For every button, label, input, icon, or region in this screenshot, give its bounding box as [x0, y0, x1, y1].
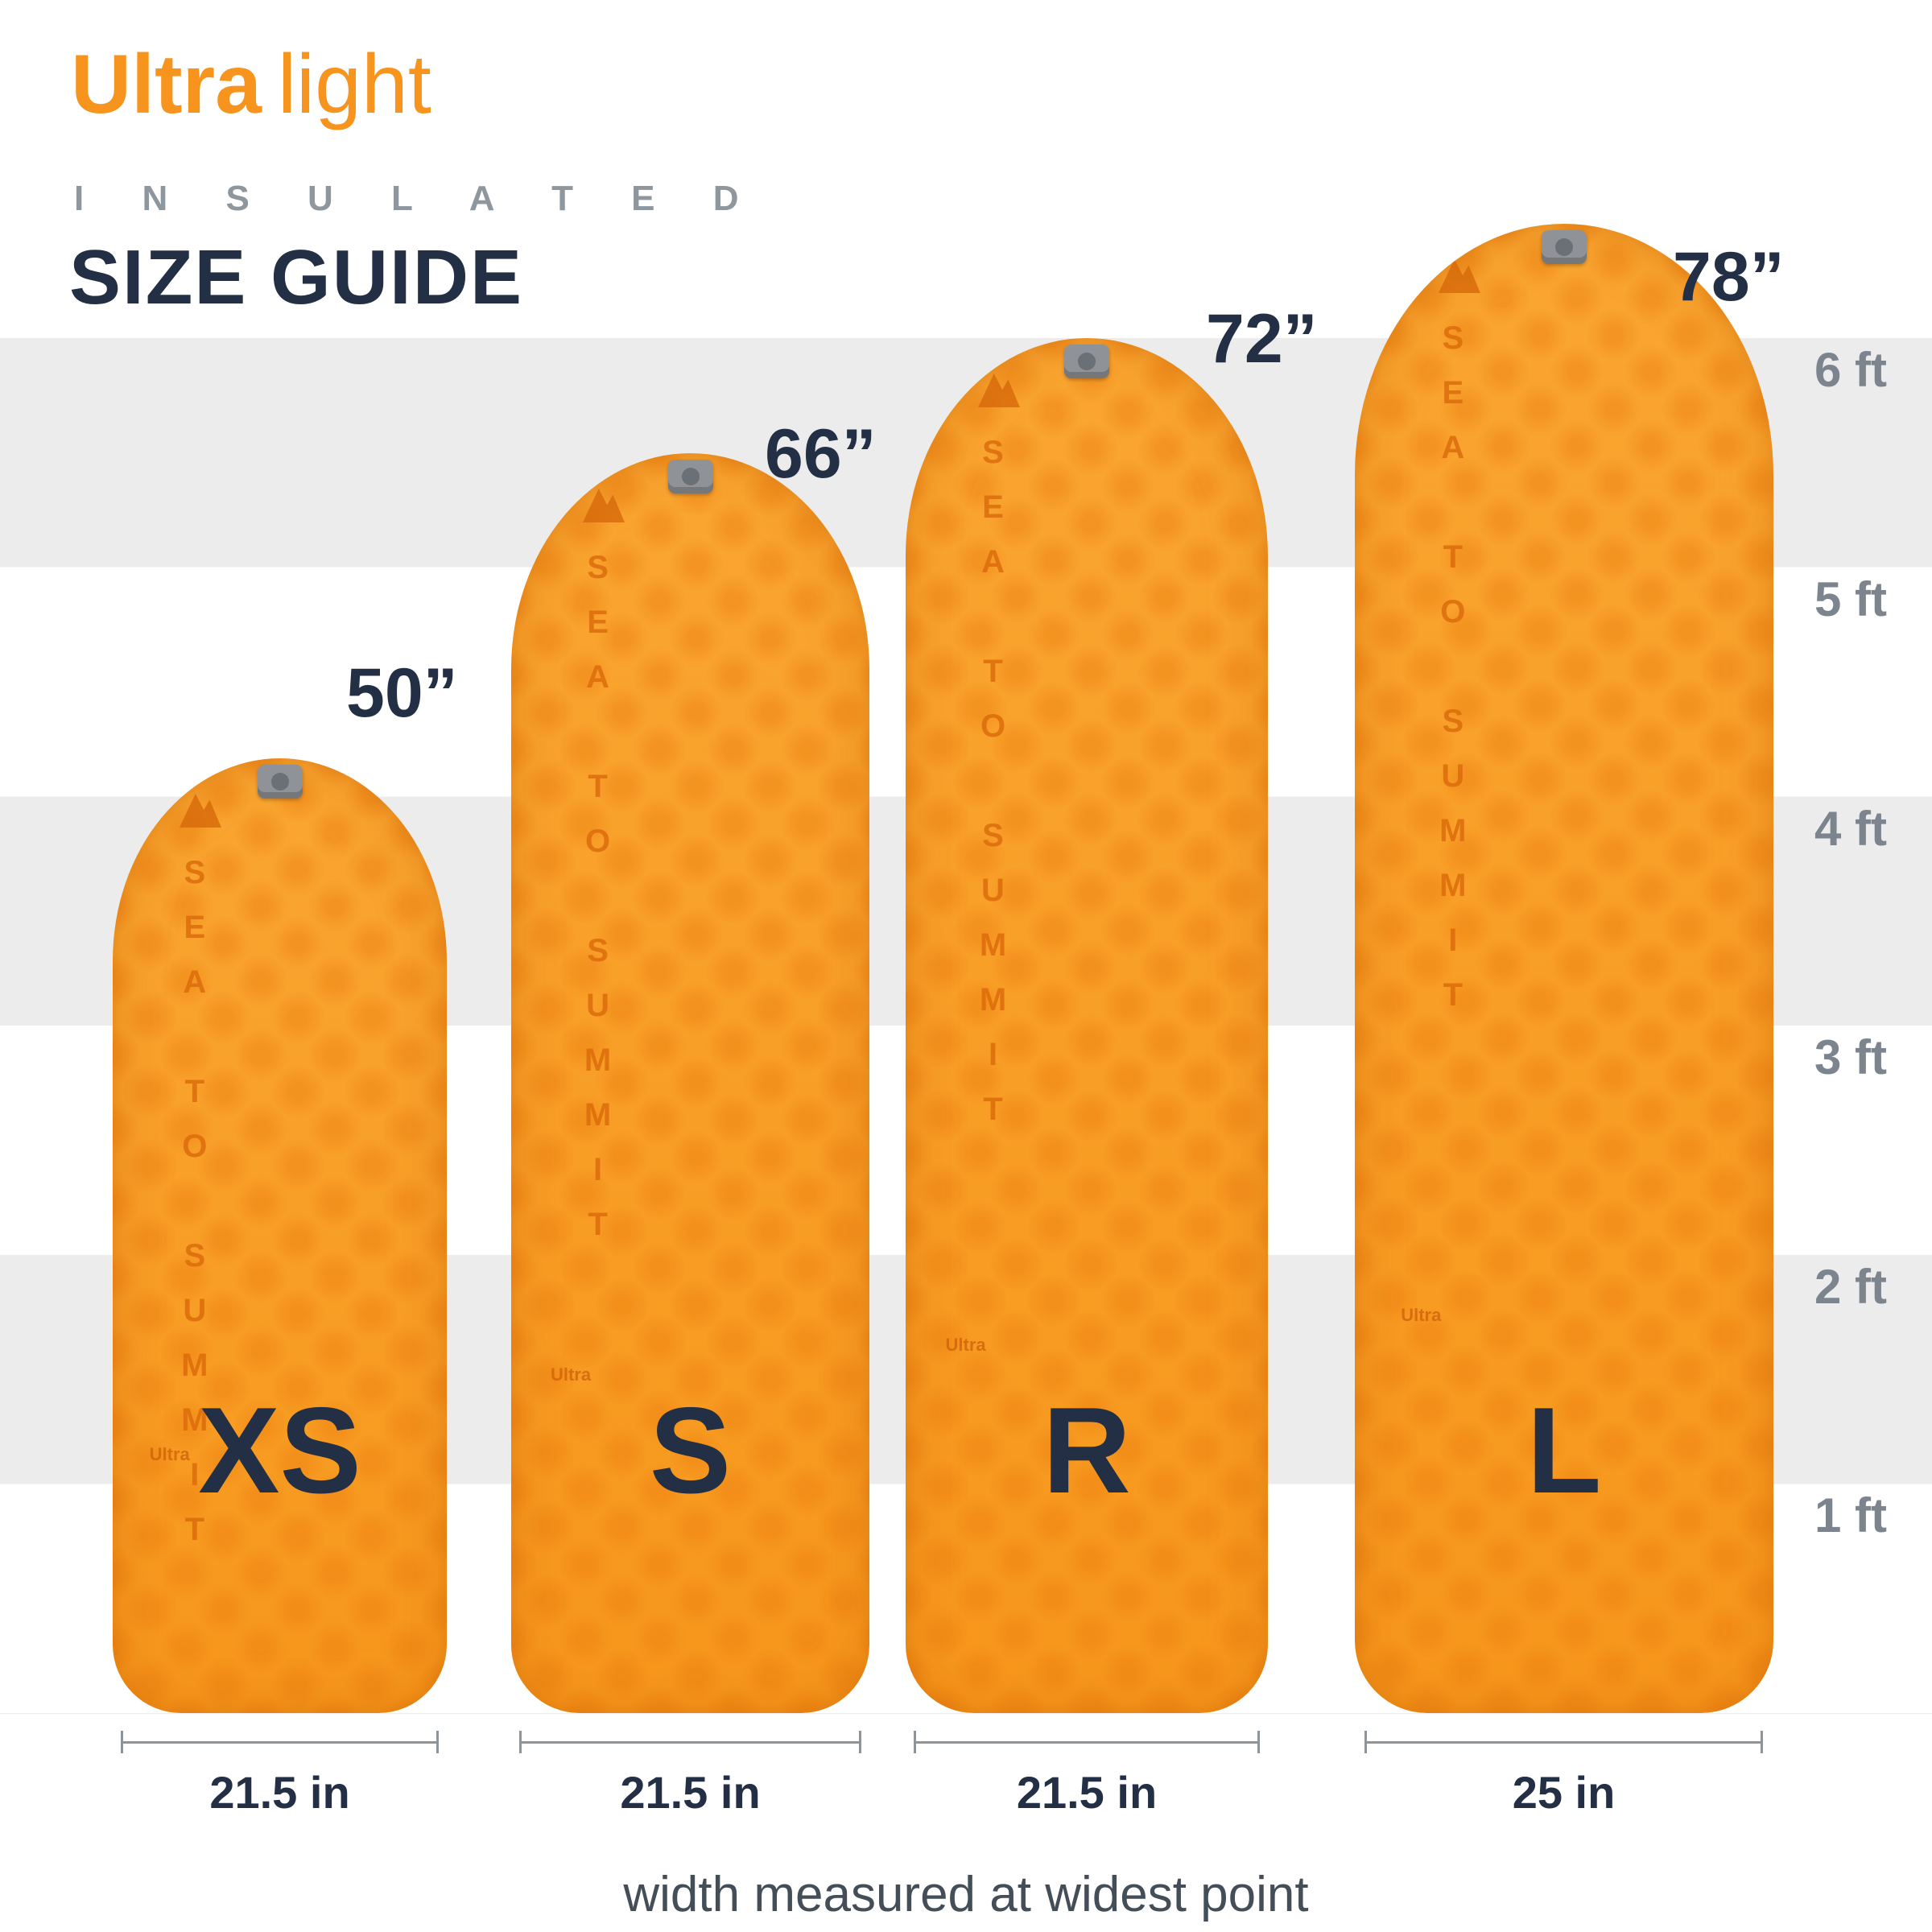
- valve-icon: [1064, 345, 1109, 378]
- brand-logo-icon: [583, 489, 625, 522]
- pad-print-text: Ultra: [945, 1334, 986, 1355]
- width-label-r: 21.5 in: [1016, 1767, 1158, 1818]
- width-label-l: 25 in: [1512, 1767, 1616, 1818]
- width-label-xs: 21.5 in: [209, 1767, 350, 1818]
- brand-vertical-text: SEA TO SUMMIT: [975, 435, 1011, 1146]
- width-measure-xs: 21.5 in: [121, 1731, 439, 1818]
- brand-vertical-text: SEA TO SUMMIT: [580, 550, 616, 1261]
- width-measure-line: [519, 1731, 861, 1753]
- pad-l: SEA TO SUMMIT Ultra L: [1355, 224, 1773, 1713]
- ruler-label-6ft: 6 ft: [1814, 343, 1887, 397]
- width-measure-r: 21.5 in: [914, 1731, 1260, 1818]
- page-title: SIZE GUIDE: [69, 234, 524, 320]
- brand-vertical-text: SEA TO SUMMIT: [176, 855, 213, 1567]
- ruler-label-5ft: 5 ft: [1814, 572, 1887, 626]
- footer-caption: width measured at widest point: [623, 1867, 1309, 1922]
- brand-vertical-text: SEA TO SUMMIT: [1435, 320, 1471, 1032]
- brand-title-bold: Ultra: [71, 38, 262, 131]
- valve-icon: [667, 460, 713, 493]
- brand-logo-icon: [978, 374, 1020, 407]
- brand-title: Ultra light: [71, 37, 431, 133]
- pad-r: SEA TO SUMMIT Ultra R: [906, 338, 1268, 1713]
- length-label-l: 78”: [1673, 238, 1785, 316]
- width-measure-l: 25 in: [1364, 1731, 1763, 1818]
- brand-logo-icon: [1439, 259, 1480, 293]
- size-label-xs: XS: [198, 1382, 361, 1519]
- width-measure-line: [1364, 1731, 1763, 1753]
- ruler-label-1ft: 1 ft: [1814, 1488, 1887, 1542]
- ruler-label-2ft: 2 ft: [1814, 1260, 1887, 1314]
- ruler-label-4ft: 4 ft: [1814, 802, 1887, 856]
- pad-xs: SEA TO SUMMIT Ultra XS: [113, 758, 447, 1713]
- size-label-r: R: [1042, 1382, 1131, 1519]
- length-label-r: 72”: [1206, 300, 1318, 378]
- pad-print-text: Ultra: [149, 1443, 190, 1464]
- product-subtitle: I N S U L A T E D: [74, 179, 763, 218]
- size-label-l: L: [1526, 1382, 1602, 1519]
- length-label-s: 66”: [765, 415, 877, 493]
- valve-icon: [257, 765, 303, 799]
- width-measure-line: [914, 1731, 1260, 1753]
- size-label-s: S: [649, 1382, 732, 1519]
- length-label-xs: 50”: [346, 654, 458, 732]
- ruler-label-3ft: 3 ft: [1814, 1030, 1887, 1084]
- pad-print-text: Ultra: [550, 1364, 592, 1385]
- pad-s: SEA TO SUMMIT Ultra S: [511, 453, 869, 1713]
- width-measure-s: 21.5 in: [519, 1731, 861, 1818]
- valve-icon: [1542, 230, 1587, 264]
- brand-logo-icon: [180, 794, 221, 828]
- width-label-s: 21.5 in: [620, 1767, 761, 1818]
- brand-title-light: light: [277, 38, 431, 131]
- pad-print-text: Ultra: [1401, 1305, 1442, 1325]
- width-measure-line: [121, 1731, 439, 1753]
